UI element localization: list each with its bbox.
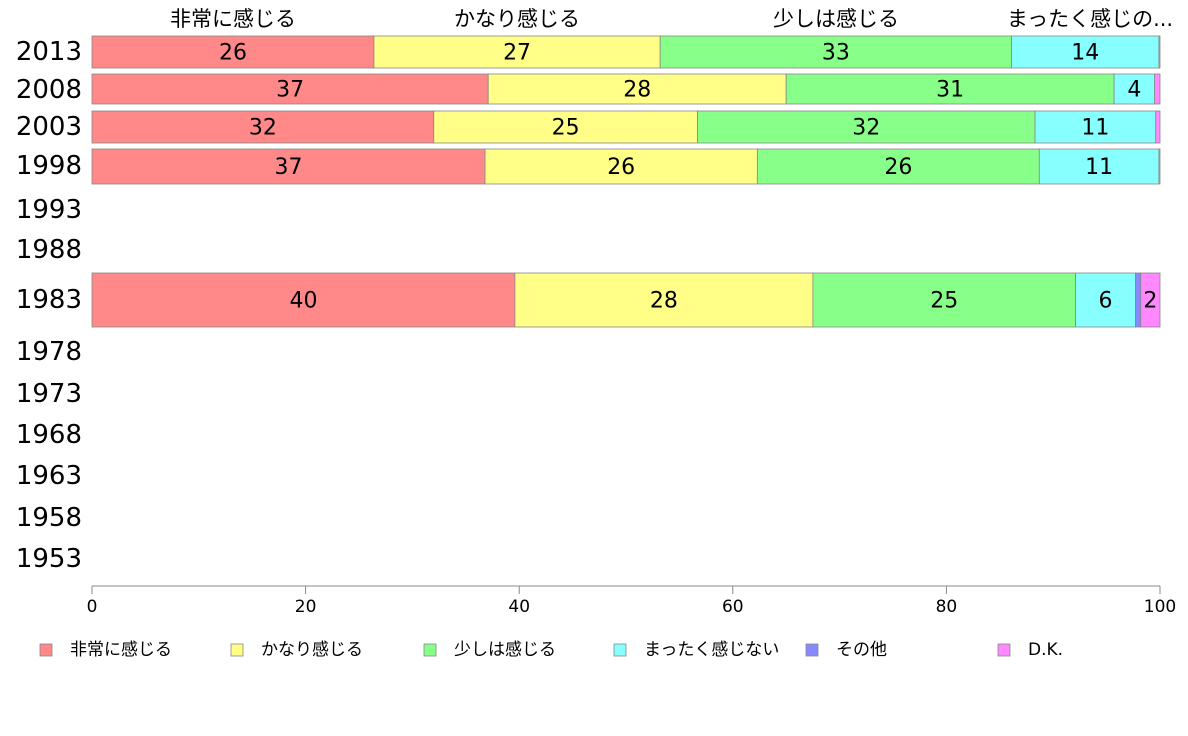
y-axis-year-labels: 2013 2008 2003 1998 1993 1988 1983 1978 1973 1968… <box>16 37 82 574</box>
legend-label-0: 非常に感じる <box>70 640 172 660</box>
bar-1983-series-3 <box>1075 272 1136 328</box>
legend-label-2: 少しは感じる <box>454 640 556 660</box>
legend-swatch-0 <box>39 643 53 657</box>
bar-label-1983-series-1: 28 <box>650 289 678 314</box>
legend-swatch-5 <box>997 643 1011 657</box>
bar-2013-series-2 <box>659 35 1012 69</box>
bar-label-2003-series-1: 25 <box>552 116 580 141</box>
bar-label-1983-series-0: 40 <box>289 289 317 314</box>
bar-2003-series-0 <box>91 110 435 144</box>
top-category-labels: 非常に感じる かなり感じる 少しは感じる まったく感じの... <box>170 7 1173 31</box>
year-label-1968: 1968 <box>16 420 82 450</box>
legend-label-4: その他 <box>836 640 887 660</box>
bar-label-2008-series-1: 28 <box>623 78 651 103</box>
bar-label-2013-series-0: 26 <box>219 41 247 66</box>
year-label-1953: 1953 <box>16 544 82 574</box>
year-label-1998: 1998 <box>16 151 82 181</box>
bar-2008-series-5 <box>1154 73 1161 105</box>
bar-2008-series-1 <box>487 73 787 105</box>
bars-layer: 26 27 33 14 37 28 31 4 32 25 32 11 37 26 26 11 40 28 25 6 2 <box>91 35 1161 328</box>
bar-1998-series-0 <box>91 148 486 185</box>
bar-1998-series-5 <box>1158 148 1161 185</box>
legend-swatch-4 <box>805 643 819 657</box>
year-label-2008: 2008 <box>16 75 82 105</box>
year-label-2013: 2013 <box>16 37 82 67</box>
legend-swatch-2 <box>423 643 437 657</box>
bar-2013-series-5 <box>1158 35 1161 69</box>
bar-2003-series-1 <box>433 110 698 144</box>
bar-label-2003-series-0: 32 <box>249 116 277 141</box>
top-label-2: 少しは感じる <box>773 7 899 31</box>
year-label-1988: 1988 <box>16 235 82 265</box>
top-label-3: まったく感じの... <box>1007 7 1173 31</box>
bar-label-2008-series-2: 31 <box>936 78 964 103</box>
legend-label-1: かなり感じる <box>261 640 363 660</box>
bar-2008-series-0 <box>91 73 489 105</box>
year-label-1978: 1978 <box>16 337 82 367</box>
x-tick-label-80: 80 <box>936 597 958 617</box>
year-label-2003: 2003 <box>16 112 82 142</box>
bar-label-2008-series-0: 37 <box>276 78 304 103</box>
legend: 非常に感じる かなり感じる 少しは感じる まったく感じない その他 D.K. <box>39 640 1063 660</box>
year-label-1963: 1963 <box>16 461 82 491</box>
bar-1983-series-1 <box>514 272 814 328</box>
x-tick-label-20: 20 <box>295 597 317 617</box>
bar-1998-series-1 <box>484 148 758 185</box>
bar-label-2013-series-2: 33 <box>822 41 850 66</box>
bar-label-1998-series-0: 37 <box>275 155 303 180</box>
bar-label-2008-series-3: 4 <box>1127 78 1141 103</box>
bar-label-1983-series-5: 2 <box>1143 289 1157 314</box>
bar-label-1998-series-1: 26 <box>607 155 635 180</box>
bar-2013-series-0 <box>91 35 375 69</box>
bar-2008-series-2 <box>785 73 1115 105</box>
bar-label-2013-series-1: 27 <box>503 41 531 66</box>
x-tick-label-100: 100 <box>1144 597 1176 617</box>
bar-label-2013-series-3: 14 <box>1071 41 1099 66</box>
bar-2003-series-3 <box>1034 110 1157 144</box>
bar-2008-series-3 <box>1113 73 1156 105</box>
bar-label-1983-series-2: 25 <box>930 289 958 314</box>
top-label-1: かなり感じる <box>454 7 580 31</box>
bar-1983-series-0 <box>91 272 516 328</box>
bar-2013-series-1 <box>373 35 661 69</box>
year-label-1958: 1958 <box>16 503 82 533</box>
x-axis: 0 20 40 60 80 100 <box>87 585 1176 617</box>
x-tick-label-40: 40 <box>508 597 530 617</box>
x-tick-label-60: 60 <box>722 597 744 617</box>
bar-1983-series-4 <box>1135 272 1142 328</box>
bar-label-1998-series-2: 26 <box>884 155 912 180</box>
bar-1983-series-5 <box>1140 272 1161 328</box>
top-label-0: 非常に感じる <box>170 7 296 31</box>
bar-label-1983-series-3: 6 <box>1099 289 1113 314</box>
legend-swatch-1 <box>230 643 244 657</box>
year-label-1973: 1973 <box>16 379 82 409</box>
bar-1983-series-2 <box>812 272 1077 328</box>
year-label-1983: 1983 <box>16 285 82 315</box>
bar-label-1998-series-3: 11 <box>1085 155 1113 180</box>
bar-label-2003-series-3: 11 <box>1081 116 1109 141</box>
legend-label-5: D.K. <box>1028 640 1063 660</box>
legend-label-3: まったく感じない <box>644 640 779 660</box>
x-tick-label-0: 0 <box>87 597 98 617</box>
bar-label-2003-series-2: 32 <box>852 116 880 141</box>
legend-swatch-3 <box>613 643 627 657</box>
bar-1998-series-3 <box>1038 148 1160 185</box>
bar-2013-series-3 <box>1011 35 1160 69</box>
year-label-1993: 1993 <box>16 195 82 225</box>
bar-2003-series-5 <box>1155 110 1161 144</box>
